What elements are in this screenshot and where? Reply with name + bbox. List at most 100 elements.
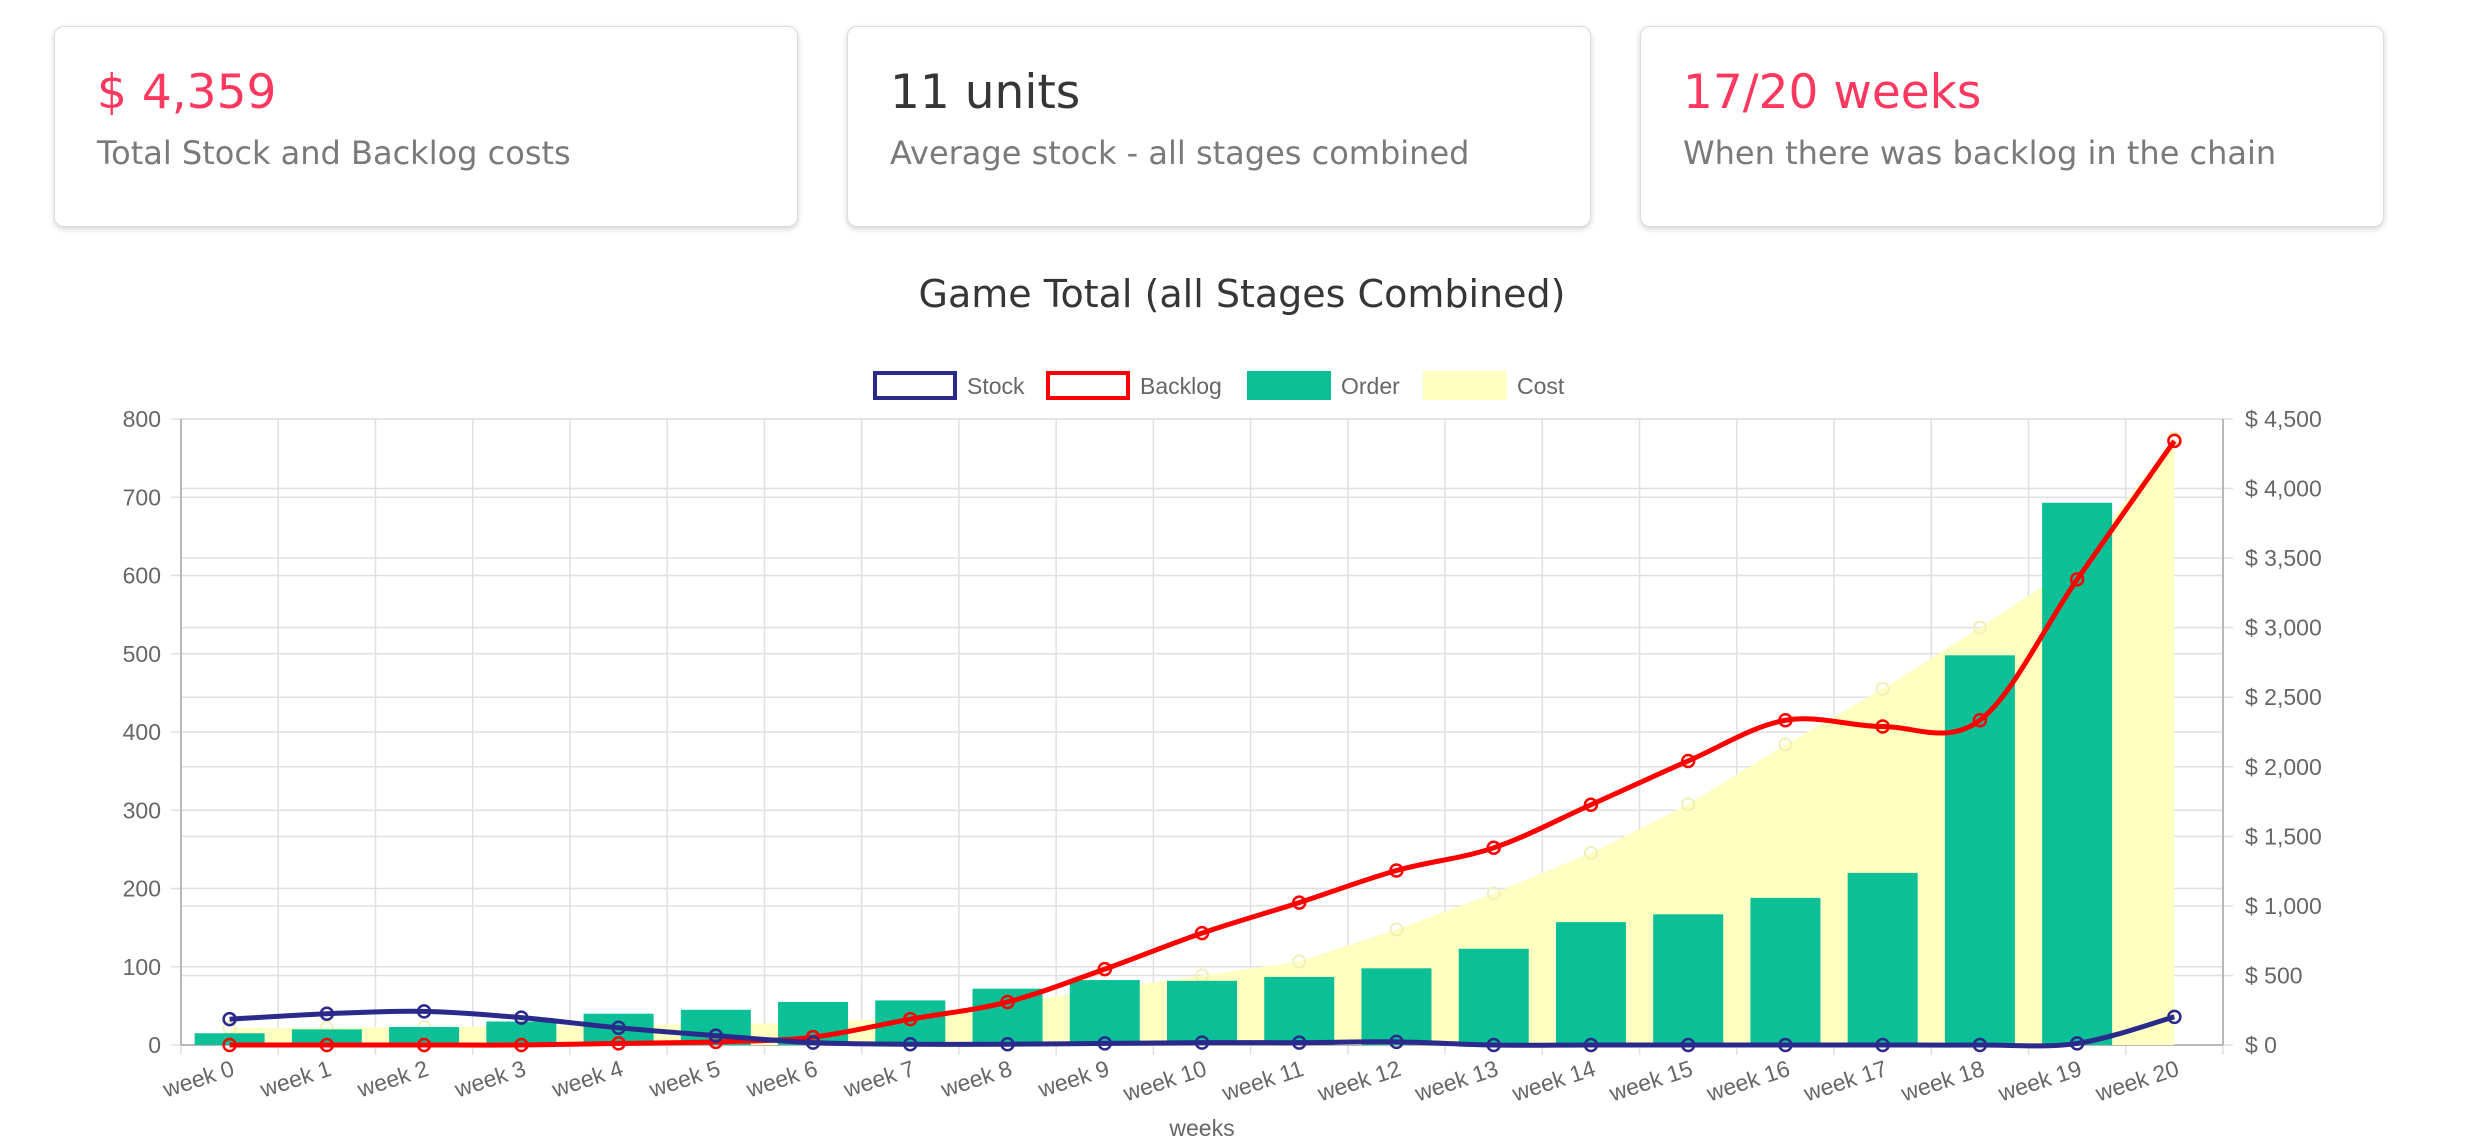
stock-point	[319, 1006, 335, 1021]
y-right-tick-label: $ 4,000	[2245, 476, 2322, 502]
legend-swatch	[1046, 371, 1130, 400]
x-tick-label: week 17	[1800, 1055, 1890, 1107]
legend-item-stock: Stock	[873, 371, 1025, 400]
x-tick-label: week 13	[1411, 1055, 1501, 1107]
order-bar	[1361, 968, 1432, 1045]
order-bar	[1069, 980, 1140, 1045]
stock-point	[708, 1028, 724, 1043]
order-bar	[972, 988, 1043, 1045]
x-tick-label: week 16	[1703, 1055, 1793, 1107]
cost-point	[1389, 922, 1404, 937]
backlog-point	[1389, 863, 1404, 878]
total-cost-label: Total Stock and Backlog costs	[97, 134, 571, 172]
x-tick-label: week 5	[645, 1055, 723, 1103]
x-tick-label: week 0	[159, 1055, 237, 1103]
stock-point	[222, 1011, 237, 1027]
stock-point	[2167, 1009, 2182, 1025]
stock-point	[416, 1004, 432, 1019]
order-bar	[291, 1029, 362, 1045]
backlog-line	[229, 439, 2177, 1048]
cost-area	[229, 438, 2175, 1045]
backlog-point	[222, 1037, 237, 1053]
x-tick-label: week 8	[937, 1055, 1015, 1103]
backlog-point	[2069, 572, 2085, 587]
stock-point	[2069, 1036, 2085, 1051]
order-bar	[1653, 914, 1724, 1045]
y-right-tick-label: $ 1,000	[2245, 893, 2322, 919]
y-left-tick-label: 700	[123, 484, 161, 510]
total-cost-value: $ 4,359	[97, 65, 277, 120]
order-bar	[1264, 976, 1335, 1045]
backlog-point	[1194, 925, 1210, 941]
cost-point	[1972, 620, 1987, 635]
y-left-tick-label: 400	[123, 719, 161, 745]
chart-title: Game Total (all Stages Combined)	[918, 272, 1566, 316]
legend-item-cost: Cost	[1423, 371, 1565, 400]
legend-label: Backlog	[1140, 373, 1222, 399]
y-right-tick-label: $ 2,000	[2245, 754, 2322, 780]
average-stock-card: 11 units Average stock - all stages comb…	[847, 26, 1591, 227]
backlog-point	[1291, 895, 1307, 910]
cost-point	[1875, 681, 1890, 696]
stock-point	[514, 1010, 529, 1025]
y-left-tick-label: 800	[123, 406, 161, 432]
backlog-point	[1875, 719, 1890, 734]
x-tick-label: week 15	[1605, 1055, 1695, 1107]
backlog-point	[1680, 753, 1696, 769]
stock-point	[1972, 1037, 1988, 1053]
x-tick-label: week 2	[353, 1055, 431, 1103]
stock-point	[1875, 1037, 1890, 1053]
y-right-tick-label: $ 1,500	[2245, 823, 2322, 849]
stock-point	[1097, 1036, 1113, 1051]
stock-point	[1680, 1037, 1696, 1053]
legend-item-order: Order	[1247, 371, 1400, 400]
backlog-point	[1583, 797, 1599, 813]
legend-label: Stock	[967, 373, 1025, 399]
backlog-point	[1972, 713, 1988, 728]
order-bar	[2042, 502, 2113, 1045]
backlog-point	[319, 1037, 335, 1053]
stock-point	[903, 1036, 918, 1052]
cost-point	[1681, 797, 1696, 812]
order-bar	[1166, 980, 1238, 1045]
order-bar	[389, 1027, 460, 1045]
stock-point	[611, 1020, 626, 1036]
order-bar	[1847, 872, 1918, 1045]
x-tick-label: week 10	[1119, 1055, 1209, 1107]
stock-line	[229, 1008, 2176, 1049]
backlog-weeks-card: 17/20 weeks When there was backlog in th…	[1640, 26, 2384, 227]
y-right-tick-label: $ 2,500	[2245, 684, 2322, 710]
backlog-points	[222, 433, 2182, 1053]
backlog-point	[416, 1037, 432, 1053]
cost-point	[1583, 846, 1598, 861]
x-tick-label: week 20	[2091, 1055, 2181, 1107]
y-left-tick-label: 500	[123, 641, 161, 667]
x-tick-label: week 1	[256, 1055, 334, 1103]
backlog-point	[2167, 433, 2182, 449]
y-right-tick-label: $ 4,500	[2245, 406, 2322, 432]
backlog-point	[903, 1011, 918, 1027]
y-left-tick-label: 600	[123, 563, 161, 589]
legend-swatch	[1247, 371, 1331, 400]
order-bar	[486, 1021, 557, 1045]
stock-point	[805, 1035, 821, 1050]
x-tick-label: week 3	[451, 1055, 529, 1103]
summary-cards: $ 4,359 Total Stock and Backlog costs 11…	[54, 26, 2384, 229]
cost-point	[1778, 737, 1793, 752]
stock-point	[1778, 1037, 1793, 1053]
x-tick-label: week 18	[1897, 1055, 1987, 1107]
y-right-tick-label: $ 3,000	[2245, 615, 2322, 641]
y-left-tick-label: 100	[123, 954, 161, 980]
legend-label: Cost	[1517, 373, 1565, 399]
stock-point	[1000, 1036, 1015, 1052]
average-stock-label: Average stock - all stages combined	[890, 134, 1470, 172]
stock-point	[1583, 1037, 1599, 1053]
average-stock-value: 11 units	[890, 65, 1081, 120]
order-bar	[1555, 922, 1626, 1045]
backlog-point	[1000, 994, 1015, 1010]
legend-item-backlog: Backlog	[1046, 371, 1222, 400]
y-left-tick-label: 200	[123, 876, 161, 902]
x-tick-label: week 4	[548, 1055, 626, 1103]
y-right-tick-label: $ 0	[2245, 1032, 2277, 1058]
